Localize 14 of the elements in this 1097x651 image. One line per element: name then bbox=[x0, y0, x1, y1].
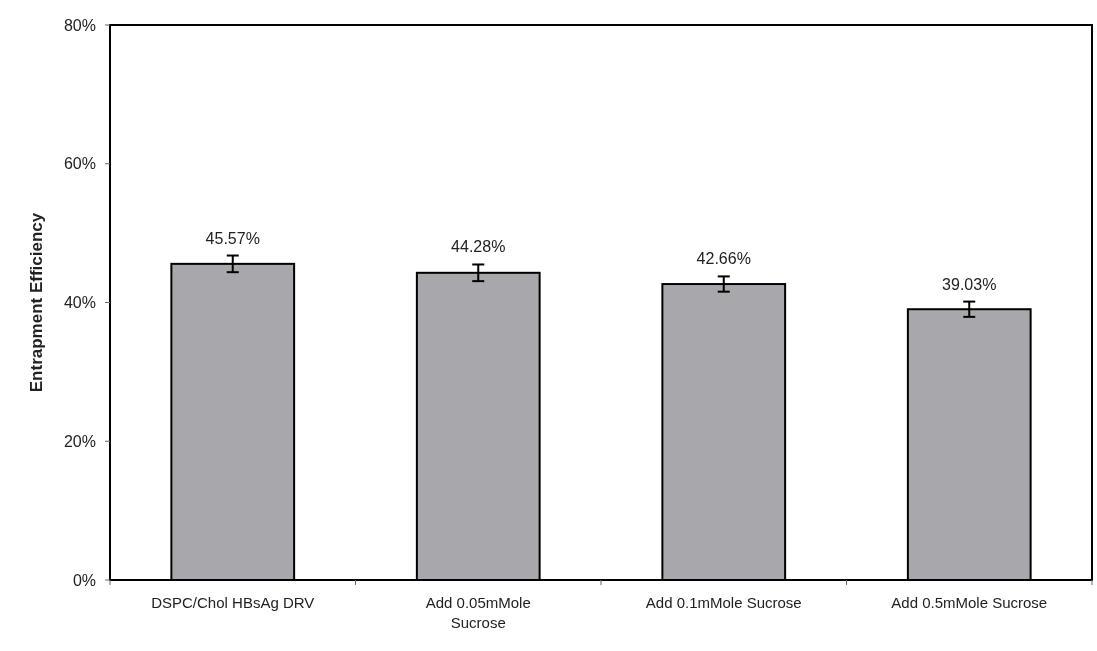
data-label: 44.28% bbox=[451, 238, 506, 256]
data-label: 39.03% bbox=[942, 275, 997, 293]
y-tick-label: 40% bbox=[63, 294, 96, 312]
y-tick-label: 80% bbox=[63, 16, 96, 34]
y-tick-label: 60% bbox=[63, 155, 96, 173]
x-tick-label: Add 0.1mMole Sucrose bbox=[645, 594, 802, 611]
x-tick-label: DSPC/Chol HBsAg DRV bbox=[151, 594, 315, 611]
data-label: 45.57% bbox=[205, 229, 260, 247]
y-axis-title: Entrapment Efficiency bbox=[27, 212, 46, 393]
data-label: 42.66% bbox=[696, 250, 751, 268]
y-tick-label: 0% bbox=[72, 571, 96, 589]
y-tick-label: 20% bbox=[63, 432, 96, 450]
x-tick-label: Add 0.05mMole Sucrose bbox=[425, 594, 531, 631]
x-tick-label: Add 0.5mMole Sucrose bbox=[891, 594, 1048, 611]
